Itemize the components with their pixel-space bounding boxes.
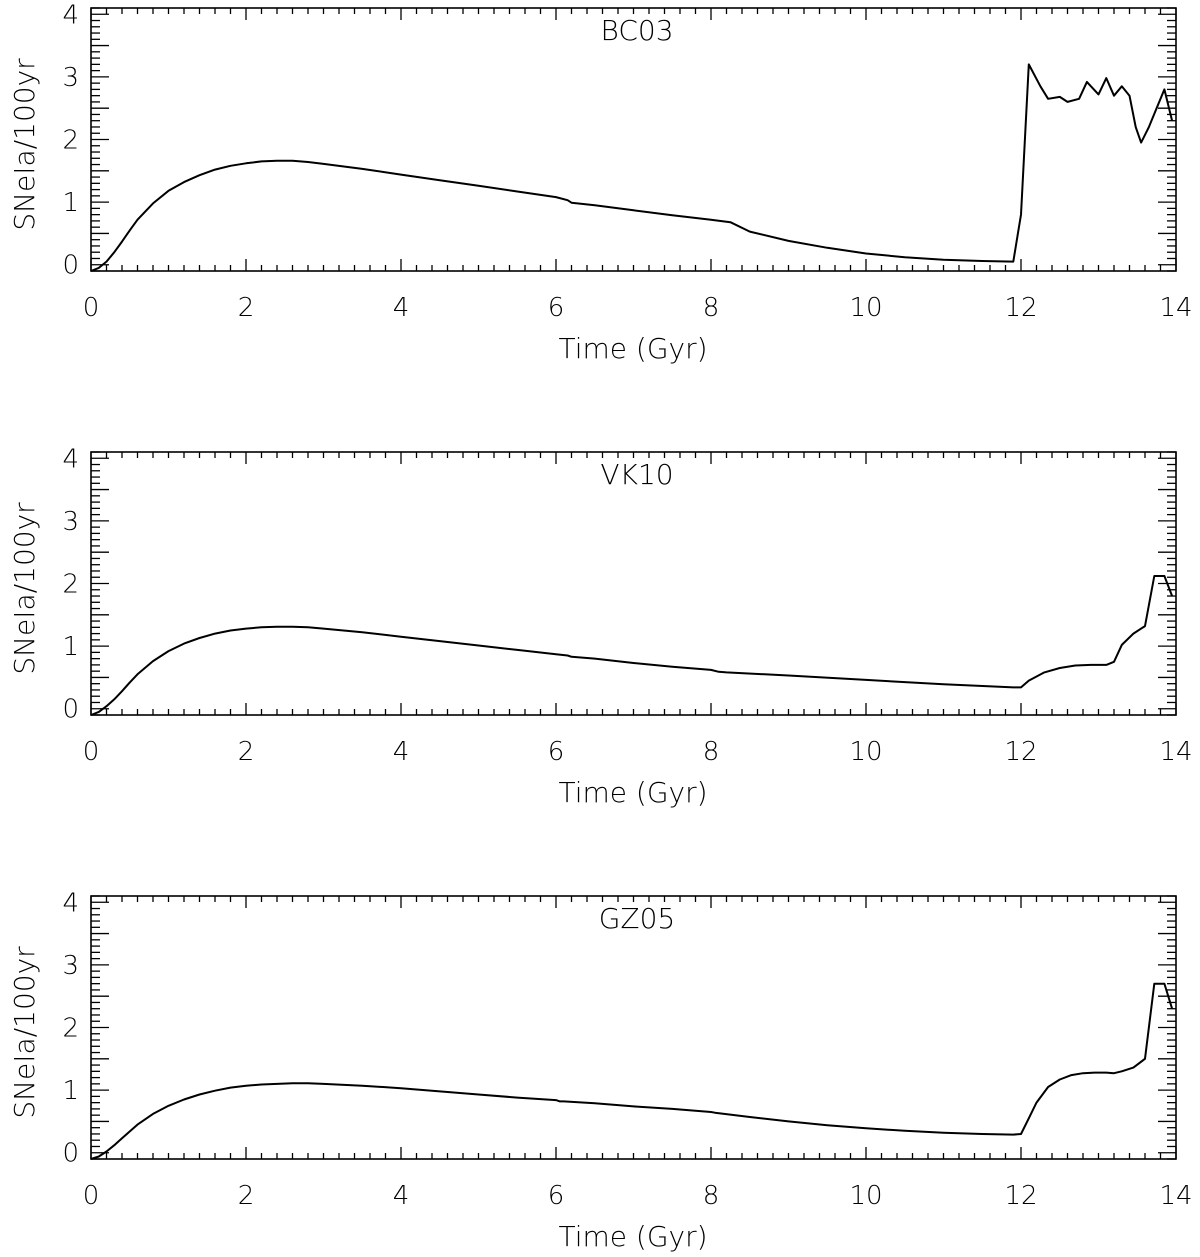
y-tick-label: 2	[62, 126, 79, 156]
x-tick-label: 4	[393, 293, 410, 323]
plot-frame	[90, 895, 1177, 1160]
x-tick-label: 12	[1004, 737, 1037, 767]
x-axis-title: Time (Gyr)	[558, 1220, 707, 1253]
y-tick-label: 2	[62, 570, 79, 600]
y-axis-title: SNeIa/100yr	[8, 502, 41, 675]
series-line-1	[90, 575, 1174, 716]
x-tick-label: 6	[548, 293, 565, 323]
x-tick-label: 8	[703, 737, 720, 767]
x-tick-label: 0	[83, 737, 100, 767]
x-tick-label: 0	[83, 293, 100, 323]
x-tick-label: 8	[703, 293, 720, 323]
x-tick-label: 8	[703, 1181, 720, 1211]
y-tick-label: 0	[62, 695, 79, 725]
x-tick-label: 14	[1159, 737, 1192, 767]
x-tick-label: 12	[1004, 293, 1037, 323]
y-tick-label: 1	[62, 188, 79, 218]
y-tick-label: 4	[62, 888, 79, 918]
x-tick-label: 4	[393, 737, 410, 767]
x-tick-label: 4	[393, 1181, 410, 1211]
y-tick-label: 2	[62, 1014, 79, 1044]
y-tick-label: 3	[62, 951, 79, 981]
x-tick-label: 2	[238, 1181, 255, 1211]
y-tick-label: 1	[62, 1076, 79, 1106]
x-tick-label: 14	[1159, 293, 1192, 323]
y-axis-title: SNeIa/100yr	[8, 946, 41, 1119]
y-tick-label: 1	[62, 632, 79, 662]
x-tick-label: 12	[1004, 1181, 1037, 1211]
y-tick-label: 0	[62, 251, 79, 281]
y-tick-label: 4	[62, 0, 79, 30]
y-axis-title: SNeIa/100yr	[8, 58, 41, 231]
plot-frame	[90, 7, 1177, 272]
x-tick-label: 0	[83, 1181, 100, 1211]
x-tick-label: 14	[1159, 1181, 1192, 1211]
y-tick-label: 3	[62, 507, 79, 537]
x-tick-label: 10	[849, 1181, 882, 1211]
x-tick-label: 10	[849, 737, 882, 767]
y-tick-label: 3	[62, 63, 79, 93]
panel-title: BC03	[600, 14, 673, 47]
series-line-1	[90, 982, 1174, 1160]
x-tick-label: 6	[548, 737, 565, 767]
panel-title: VK10	[600, 458, 673, 491]
panel-title: GZ05	[599, 902, 676, 935]
y-tick-label: 0	[62, 1139, 79, 1169]
series-line-1	[90, 63, 1174, 272]
x-axis-title: Time (Gyr)	[558, 776, 707, 809]
x-tick-label: 10	[849, 293, 882, 323]
x-tick-label: 6	[548, 1181, 565, 1211]
x-axis-title: Time (Gyr)	[558, 332, 707, 365]
x-tick-label: 2	[238, 737, 255, 767]
plot-frame	[90, 451, 1177, 716]
y-tick-label: 4	[62, 444, 79, 474]
x-tick-label: 2	[238, 293, 255, 323]
